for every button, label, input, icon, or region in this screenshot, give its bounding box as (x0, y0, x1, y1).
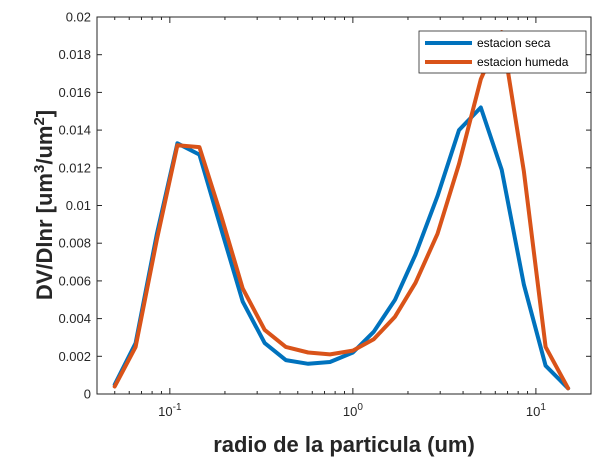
x-axis-title: radio de la particula (um) (213, 432, 475, 457)
y-axis-title-end: ] (32, 110, 57, 117)
y-tick-label: 0.01 (66, 198, 91, 213)
legend-box (418, 30, 587, 74)
plot-background (96, 16, 592, 395)
y-tick-label: 0.006 (58, 273, 91, 288)
y-tick-label: 0.012 (58, 160, 91, 175)
y-tick-label: 0 (84, 387, 91, 402)
y-axis-title-mid: /um (32, 126, 57, 165)
series-line-estacion-seca (112, 105, 571, 391)
y-axis-title-sup2: 2 (31, 117, 48, 125)
legend: estacion seca estacion humeda (418, 30, 587, 74)
y-tick-label: 0.018 (58, 47, 91, 62)
tick-labels: 0 0.002 0.004 0.006 0.008 0.01 0.012 0.014 0.016… (58, 10, 546, 420)
legend-label-estacion-seca: estacion seca (477, 36, 551, 50)
y-tick-label: 0.004 (58, 311, 91, 326)
y-tick-label: 0.008 (58, 236, 91, 251)
y-axis-title-main: DV/Dlnr [um (32, 173, 57, 300)
y-tick-label: 0.02 (66, 10, 91, 25)
x-tick-label: 10-1 (158, 402, 182, 419)
y-axis-title: DV/Dlnr [um3/um2] (31, 110, 57, 300)
y-tick-label: 0.002 (58, 349, 91, 364)
x-tick-label: 101 (526, 402, 546, 419)
x-tick-label: 100 (343, 402, 363, 419)
y-tick-label: 0.016 (58, 85, 91, 100)
legend-label-estacion-humeda: estacion humeda (477, 55, 569, 69)
y-tick-label: 0.014 (58, 123, 91, 138)
tick-marks (96, 16, 592, 395)
y-axis-title-sup1: 3 (31, 165, 48, 173)
